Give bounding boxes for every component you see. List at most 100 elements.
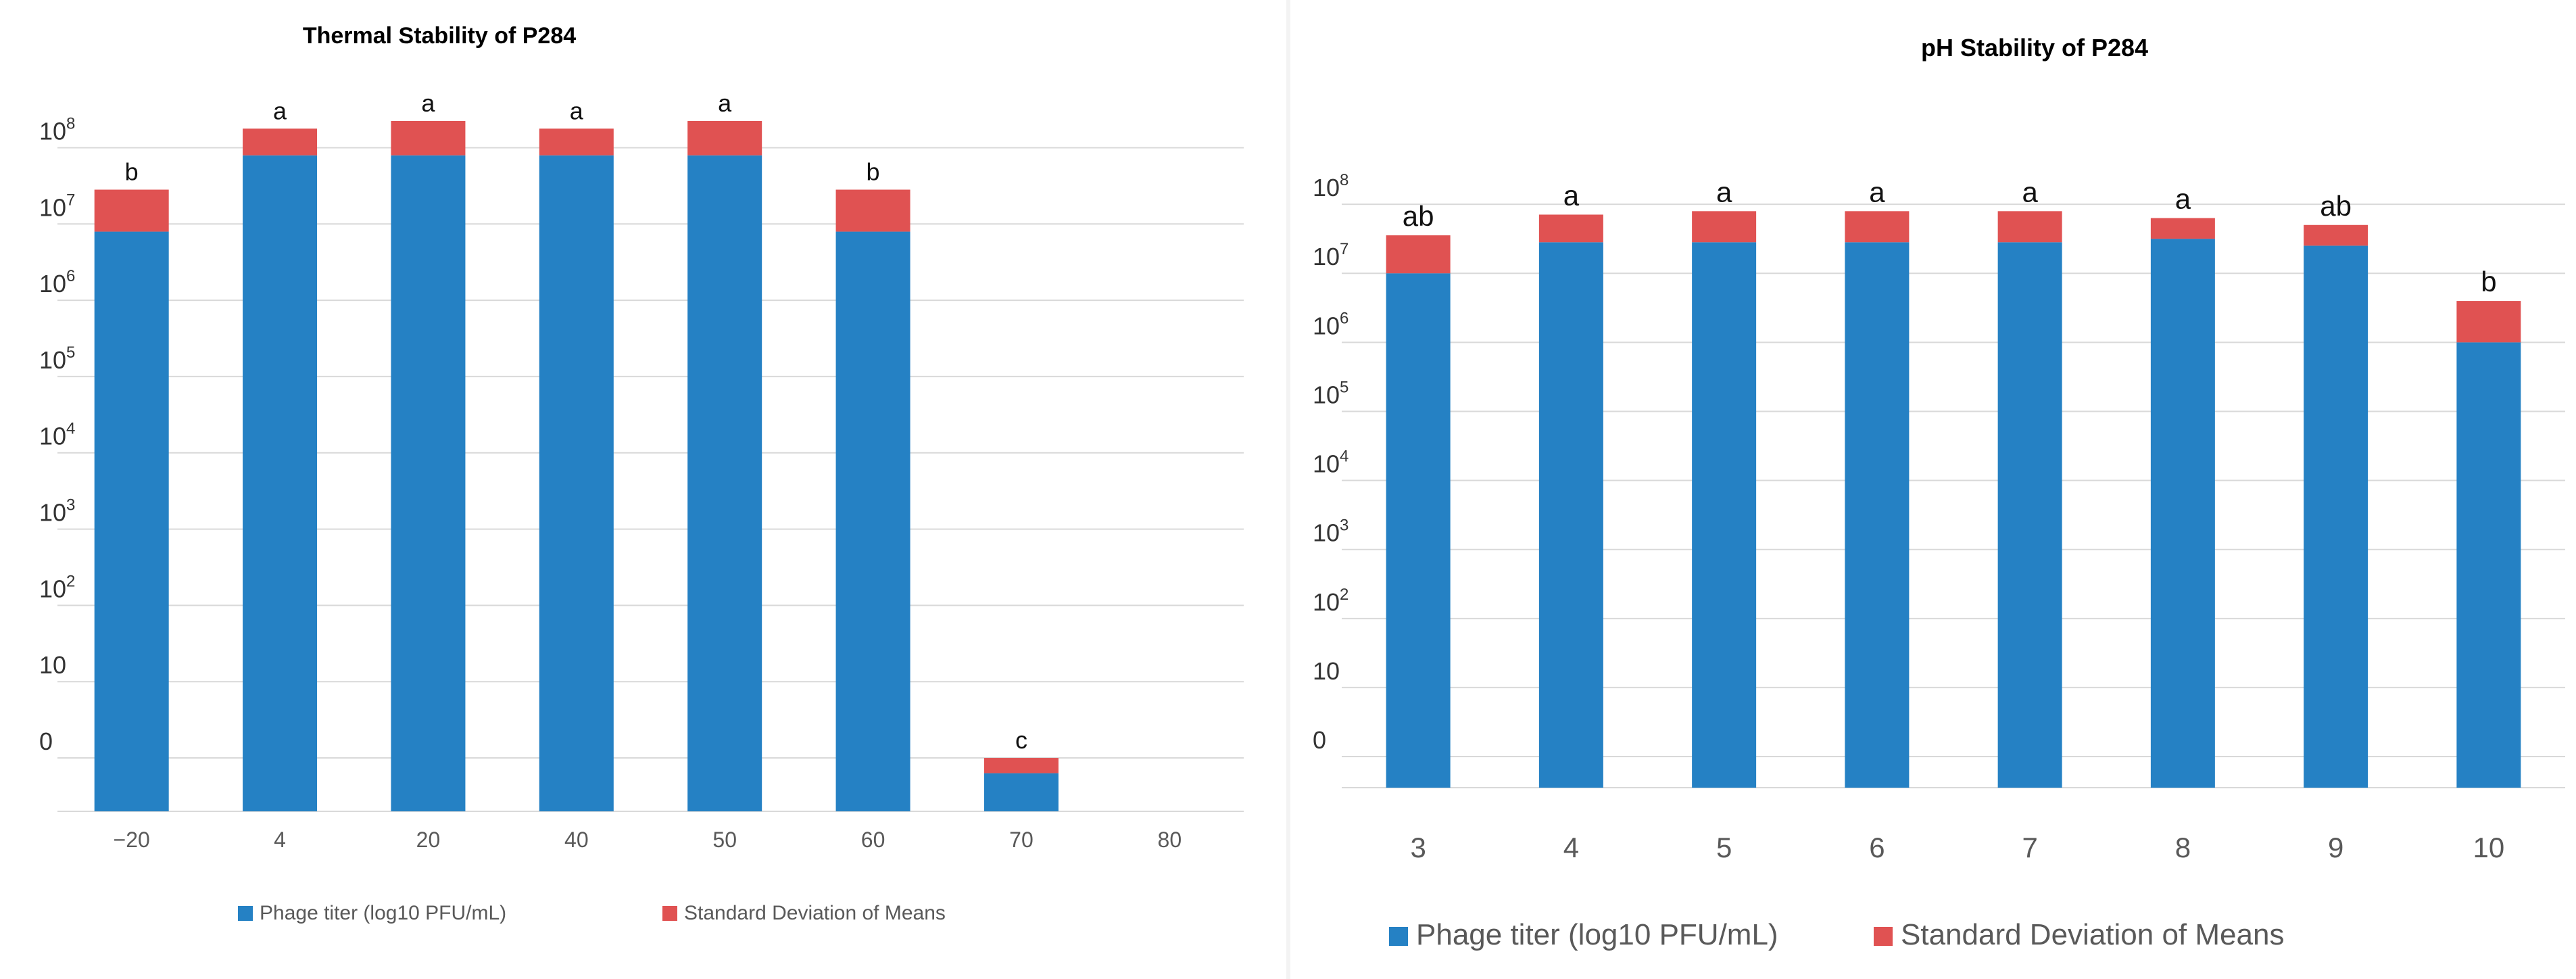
titer-bar <box>687 155 762 811</box>
significance-label: a <box>718 89 732 117</box>
y-tick-label: 105 <box>39 343 75 374</box>
x-tick-label: 40 <box>564 828 589 852</box>
x-tick-label: 3 <box>1410 832 1426 863</box>
significance-label: a <box>421 89 435 117</box>
x-tick-label: 9 <box>2328 832 2343 863</box>
legend-label: Standard Deviation of Means <box>1901 918 2284 951</box>
y-tick-base: 10 <box>1313 588 1340 616</box>
y-tick-label: 104 <box>1313 448 1348 478</box>
sd-bar <box>391 120 466 156</box>
y-tick-label: 107 <box>39 191 75 221</box>
y-tick-base: 10 <box>1313 657 1340 685</box>
y-tick-exponent: 5 <box>1340 378 1348 396</box>
y-tick-base: 10 <box>1313 519 1340 547</box>
x-tick-label: 20 <box>416 828 441 852</box>
y-tick-exponent: 3 <box>1340 517 1348 535</box>
x-tick-label: 60 <box>861 828 885 852</box>
x-tick-label: 4 <box>1563 832 1579 863</box>
sd-bar <box>243 128 318 156</box>
significance-label: a <box>1563 179 1580 211</box>
y-tick-exponent: 7 <box>1340 240 1348 258</box>
sd-bar <box>539 128 614 156</box>
legend-swatch <box>662 906 677 921</box>
sd-bar <box>2304 224 2368 246</box>
x-tick-label: −20 <box>114 828 150 852</box>
sd-bar <box>983 758 1059 773</box>
legend-swatch <box>1389 927 1408 946</box>
x-tick-label: 6 <box>1869 832 1885 863</box>
significance-label: a <box>273 97 287 124</box>
significance-label: a <box>570 97 584 124</box>
y-tick-exponent: 4 <box>66 420 75 438</box>
y-tick-label: 0 <box>1313 726 1326 754</box>
y-tick-exponent: 8 <box>66 114 75 133</box>
titer-bar <box>1538 242 1603 788</box>
titer-bar <box>1692 242 1757 788</box>
y-tick-base: 10 <box>39 651 66 679</box>
legend-label: Phage titer (log10 PFU/mL) <box>1416 918 1778 951</box>
sd-bar <box>1386 235 1451 274</box>
y-tick-label: 102 <box>1313 586 1348 616</box>
titer-bar <box>2456 342 2521 788</box>
y-tick-base: 10 <box>1313 450 1340 478</box>
significance-label: a <box>2175 183 2191 215</box>
chart-title: Thermal Stability of P284 <box>303 23 576 49</box>
titer-bar <box>539 155 614 811</box>
sd-bar <box>1997 211 2062 243</box>
y-tick-exponent: 7 <box>66 191 75 209</box>
x-tick-label: 8 <box>2175 832 2191 863</box>
legend-swatch <box>238 906 253 921</box>
titer-bar <box>983 773 1059 811</box>
y-tick-label: 106 <box>1313 309 1348 339</box>
significance-label: ab <box>2320 190 2352 222</box>
thermal-stability-chart: Thermal Stability of P284010102103104105… <box>39 23 1244 924</box>
sd-bar <box>2456 301 2521 343</box>
significance-label: a <box>1869 176 1885 208</box>
y-tick-label: 108 <box>39 114 75 145</box>
y-tick-base: 10 <box>39 575 66 602</box>
titer-bar <box>2304 245 2368 788</box>
legend-swatch <box>1874 927 1893 946</box>
titer-bar <box>94 231 169 812</box>
panel-divider <box>1286 0 1290 979</box>
y-tick-base: 10 <box>39 270 66 297</box>
y-tick-base: 10 <box>1313 381 1340 408</box>
sd-bar <box>1538 214 1603 243</box>
sd-bar <box>94 189 169 232</box>
sd-bar <box>1845 211 1910 243</box>
y-tick-base: 0 <box>39 727 53 755</box>
sd-bar <box>2150 218 2215 239</box>
y-tick-base: 10 <box>1313 174 1340 201</box>
y-tick-label: 103 <box>39 496 75 527</box>
y-tick-exponent: 2 <box>66 572 75 590</box>
x-tick-label: 80 <box>1158 828 1182 852</box>
y-tick-label: 103 <box>1313 517 1348 547</box>
significance-label: b <box>2481 266 2496 297</box>
y-tick-label: 10 <box>1313 657 1340 685</box>
thermal-stability-chart-panel: Thermal Stability of P284 0 10 102 103 104 105… <box>0 0 1284 979</box>
x-tick-label: 7 <box>2022 832 2037 863</box>
titer-bar <box>1386 273 1451 788</box>
x-tick-label: 10 <box>2473 832 2505 863</box>
y-tick-base: 10 <box>39 117 66 145</box>
y-tick-label: 106 <box>39 267 75 297</box>
significance-label: b <box>867 158 880 186</box>
x-tick-label: 70 <box>1009 828 1034 852</box>
sd-bar <box>835 189 910 232</box>
y-tick-label: 10 <box>39 651 66 679</box>
y-tick-base: 10 <box>39 193 66 221</box>
legend-label: Phage titer (log10 PFU/mL) <box>260 902 506 924</box>
y-tick-exponent: 2 <box>1340 586 1348 604</box>
y-tick-exponent: 5 <box>66 343 75 362</box>
legend-label: Standard Deviation of Means <box>684 902 946 924</box>
ph-stability-chart-panel: pH Stability of P284 0 10 102 103 104 105 106 10… <box>1294 0 2576 979</box>
sd-bar <box>687 120 762 156</box>
y-tick-base: 10 <box>1313 312 1340 339</box>
significance-label: ab <box>1403 200 1434 232</box>
significance-label: a <box>2022 176 2038 208</box>
x-tick-label: 50 <box>712 828 737 852</box>
y-tick-exponent: 4 <box>1340 448 1348 466</box>
significance-label: a <box>1716 176 1732 208</box>
significance-label: b <box>125 158 139 186</box>
y-tick-base: 10 <box>39 346 66 374</box>
